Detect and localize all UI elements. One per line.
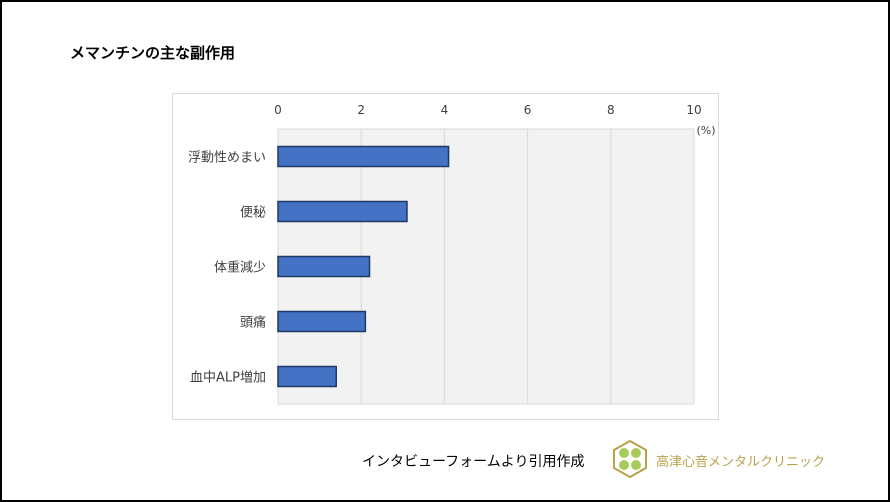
clinic-logo-icon: [613, 440, 647, 478]
category-label: 頭痛: [240, 315, 266, 331]
bar: [277, 365, 337, 388]
category-label: 血中ALP増加: [190, 371, 266, 386]
page-title: メマンチンの主な副作用: [70, 44, 236, 62]
x-tick-label: 8: [607, 103, 615, 117]
category-label: 体重減少: [214, 260, 266, 276]
bar: [277, 145, 450, 168]
unit-label: (%): [696, 124, 715, 137]
x-tick-label: 0: [274, 103, 282, 117]
x-tick-label: 2: [357, 103, 365, 117]
source-note: インタビューフォームより引用作成: [362, 454, 585, 470]
x-tick-label: 6: [524, 103, 532, 117]
bar: [277, 200, 408, 223]
bar: [277, 310, 367, 333]
chart: 0 2 4 6 8 10 (%) 浮動性めまい便秘体重減少頭痛血中ALP増加: [172, 93, 719, 420]
bar: [277, 255, 371, 278]
x-tick-label: 4: [441, 103, 449, 117]
category-label: 浮動性めまい: [188, 151, 266, 166]
category-label: 便秘: [240, 206, 266, 221]
x-tick-label: 10: [686, 103, 701, 117]
clinic-name: 高津心音メンタルクリニック: [656, 455, 826, 470]
